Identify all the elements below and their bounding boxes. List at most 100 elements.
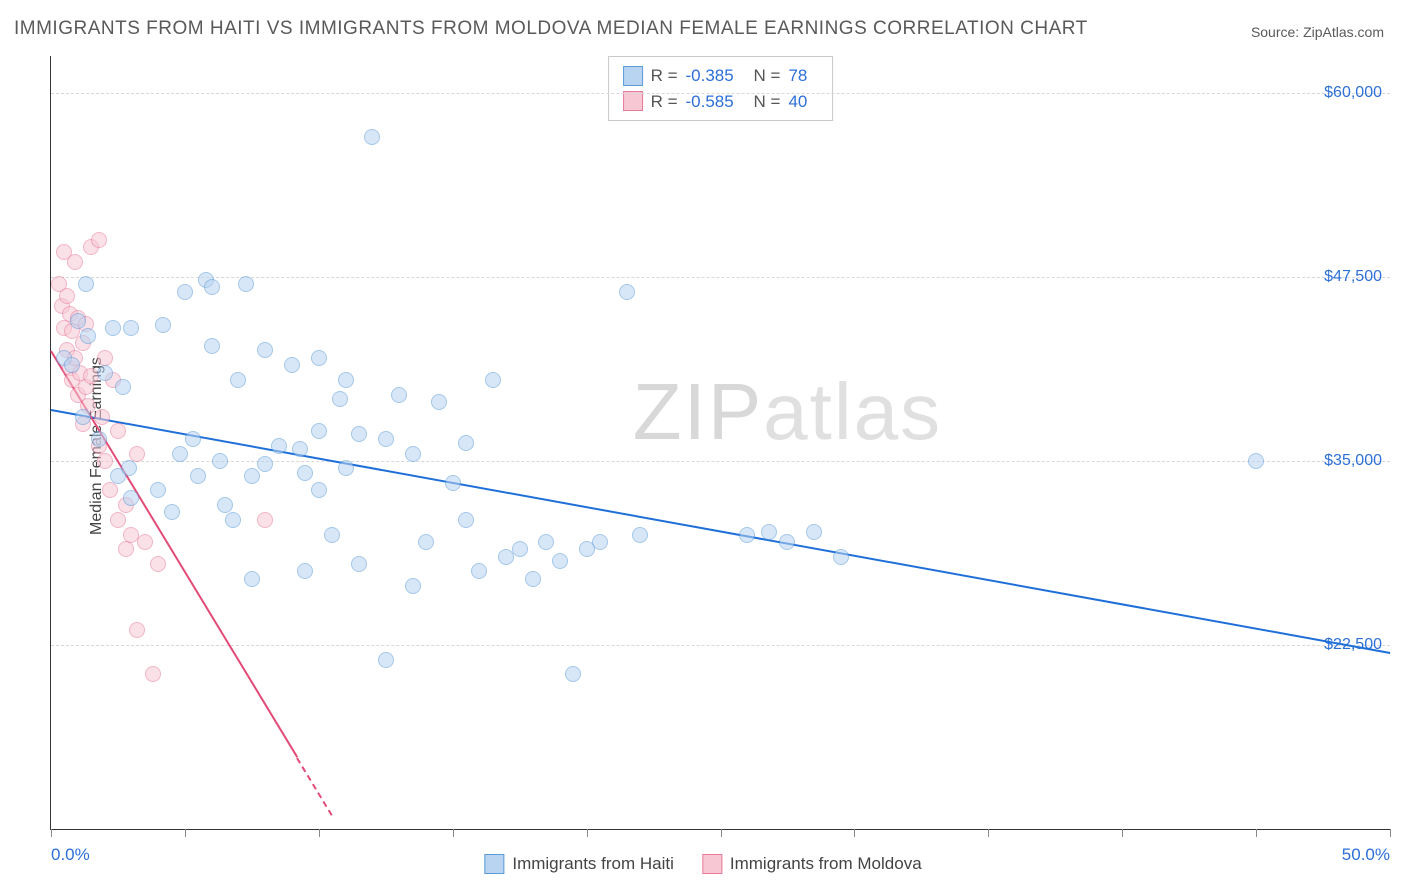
source-attribution: Source: ZipAtlas.com: [1251, 24, 1384, 40]
gridline-h: [51, 461, 1390, 462]
scatter-point: [204, 338, 220, 354]
scatter-point: [565, 666, 581, 682]
scatter-point: [431, 394, 447, 410]
scatter-point: [271, 438, 287, 454]
scatter-point: [212, 453, 228, 469]
x-tick: [721, 829, 722, 837]
scatter-point: [1248, 453, 1264, 469]
scatter-point: [145, 666, 161, 682]
scatter-point: [445, 475, 461, 491]
x-tick: [1122, 829, 1123, 837]
scatter-point: [324, 527, 340, 543]
x-tick: [1256, 829, 1257, 837]
x-tick: [854, 829, 855, 837]
scatter-point: [391, 387, 407, 403]
scatter-point: [292, 441, 308, 457]
scatter-point: [418, 534, 434, 550]
source-label: Source:: [1251, 24, 1299, 40]
legend-label: Immigrants from Moldova: [730, 854, 922, 874]
source-link[interactable]: ZipAtlas.com: [1303, 24, 1384, 40]
x-tick: [319, 829, 320, 837]
scatter-point: [619, 284, 635, 300]
scatter-point: [351, 556, 367, 572]
x-tick: [51, 829, 52, 837]
y-tick-label: $60,000: [1324, 84, 1382, 102]
n-value: 78: [788, 63, 818, 89]
chart-plot-area: ZIPatlas R =-0.385N =78R =-0.585N =40 $2…: [50, 56, 1390, 830]
scatter-point: [512, 541, 528, 557]
x-tick: [587, 829, 588, 837]
scatter-point: [332, 391, 348, 407]
scatter-point: [225, 512, 241, 528]
scatter-point: [123, 490, 139, 506]
watermark-text-a: ZIP: [633, 367, 763, 456]
scatter-point: [150, 482, 166, 498]
scatter-point: [102, 482, 118, 498]
legend-swatch: [484, 854, 504, 874]
watermark-text-b: atlas: [763, 367, 942, 456]
scatter-point: [75, 409, 91, 425]
scatter-point: [779, 534, 795, 550]
scatter-point: [458, 435, 474, 451]
scatter-point: [67, 254, 83, 270]
scatter-point: [70, 313, 86, 329]
scatter-point: [129, 622, 145, 638]
scatter-point: [592, 534, 608, 550]
gridline-h: [51, 93, 1390, 94]
x-tick: [988, 829, 989, 837]
scatter-point: [405, 578, 421, 594]
scatter-point: [806, 524, 822, 540]
scatter-point: [94, 409, 110, 425]
watermark: ZIPatlas: [633, 366, 942, 458]
scatter-point: [244, 571, 260, 587]
legend-item: Immigrants from Haiti: [484, 854, 674, 874]
scatter-point: [378, 431, 394, 447]
scatter-point: [137, 534, 153, 550]
scatter-point: [110, 512, 126, 528]
n-label: N =: [754, 63, 781, 89]
scatter-point: [739, 527, 755, 543]
trend-line: [51, 409, 1390, 654]
scatter-point: [378, 652, 394, 668]
legend-item: Immigrants from Moldova: [702, 854, 922, 874]
scatter-point: [110, 423, 126, 439]
legend-swatch: [702, 854, 722, 874]
x-tick: [1390, 829, 1391, 837]
scatter-point: [257, 342, 273, 358]
gridline-h: [51, 645, 1390, 646]
scatter-point: [632, 527, 648, 543]
scatter-point: [204, 279, 220, 295]
scatter-point: [217, 497, 233, 513]
scatter-point: [121, 460, 137, 476]
x-tick: [185, 829, 186, 837]
scatter-point: [123, 320, 139, 336]
scatter-point: [91, 232, 107, 248]
scatter-point: [284, 357, 300, 373]
scatter-point: [338, 372, 354, 388]
scatter-point: [97, 350, 113, 366]
scatter-point: [338, 460, 354, 476]
scatter-point: [364, 129, 380, 145]
scatter-point: [552, 553, 568, 569]
legend-swatch: [623, 66, 643, 86]
chart-title: IMMIGRANTS FROM HAITI VS IMMIGRANTS FROM…: [14, 18, 1088, 40]
scatter-point: [297, 563, 313, 579]
scatter-point: [351, 426, 367, 442]
scatter-point: [129, 446, 145, 462]
legend-swatch: [623, 91, 643, 111]
y-tick-label: $47,500: [1324, 268, 1382, 286]
scatter-point: [190, 468, 206, 484]
scatter-point: [458, 512, 474, 528]
scatter-point: [78, 276, 94, 292]
scatter-point: [257, 456, 273, 472]
x-tick-label: 50.0%: [1342, 845, 1390, 865]
r-label: R =: [651, 63, 678, 89]
scatter-point: [150, 556, 166, 572]
scatter-point: [244, 468, 260, 484]
r-value: -0.385: [686, 63, 746, 89]
scatter-point: [833, 549, 849, 565]
scatter-point: [64, 357, 80, 373]
scatter-point: [105, 320, 121, 336]
stats-row: R = -0.385 N = 78: [623, 63, 819, 89]
scatter-point: [485, 372, 501, 388]
